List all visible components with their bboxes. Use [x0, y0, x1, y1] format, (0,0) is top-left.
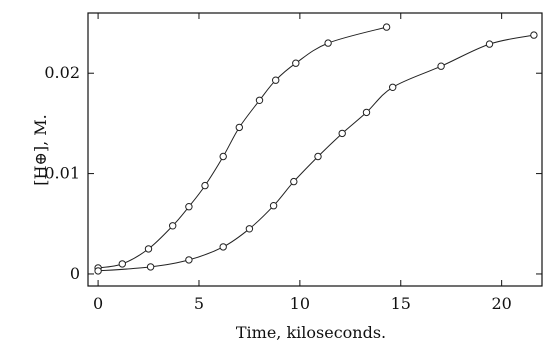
plot-frame — [87, 12, 543, 287]
series-1-point — [382, 23, 391, 31]
series-1-point — [169, 222, 177, 230]
x-axis-label: Time, kiloseconds. — [236, 323, 386, 342]
x-tick-label: 5 — [194, 294, 204, 313]
y-axis-label: [H⊕], M. — [31, 114, 50, 185]
series-2-point — [94, 267, 102, 275]
series-2-point — [485, 40, 494, 48]
x-tick-label: 15 — [391, 294, 411, 313]
series-1-point — [324, 39, 332, 47]
x-axis-ticks: 0 5 10 15 20 — [93, 13, 512, 313]
series-2-point — [437, 62, 445, 70]
series-1-point — [201, 181, 209, 190]
x-tick-label: 0 — [93, 294, 103, 313]
series-points — [94, 23, 538, 275]
series-1-point — [118, 260, 127, 268]
series-2-point — [389, 83, 397, 92]
series-2-point — [530, 31, 538, 39]
series-1-point — [272, 76, 280, 84]
series-2-point — [245, 225, 254, 233]
series-2-point — [269, 202, 278, 210]
series-2-point — [219, 243, 227, 251]
series-1-point — [255, 96, 264, 105]
x-tick-label: 10 — [290, 294, 310, 313]
series-curves — [98, 26, 534, 272]
y-tick-label: 0 — [70, 264, 80, 283]
series-1-point — [219, 152, 227, 161]
series-2-point — [290, 177, 298, 186]
series-1-curve — [98, 26, 387, 269]
y-tick-label: 0.01 — [44, 164, 80, 183]
x-tick-label: 20 — [491, 294, 511, 313]
y-axis-ticks: 0 0.01 0.02 — [44, 63, 542, 283]
y-tick-label: 0.02 — [44, 63, 80, 82]
series-2-point — [362, 108, 371, 117]
series-2-point — [146, 263, 155, 271]
series-1-point — [144, 245, 153, 253]
series-1-point — [235, 123, 244, 132]
series-1-point — [292, 59, 300, 67]
series-2-point — [185, 256, 193, 264]
series-2-point — [338, 129, 346, 138]
series-2-point — [314, 152, 322, 161]
series-1-point — [185, 203, 193, 211]
